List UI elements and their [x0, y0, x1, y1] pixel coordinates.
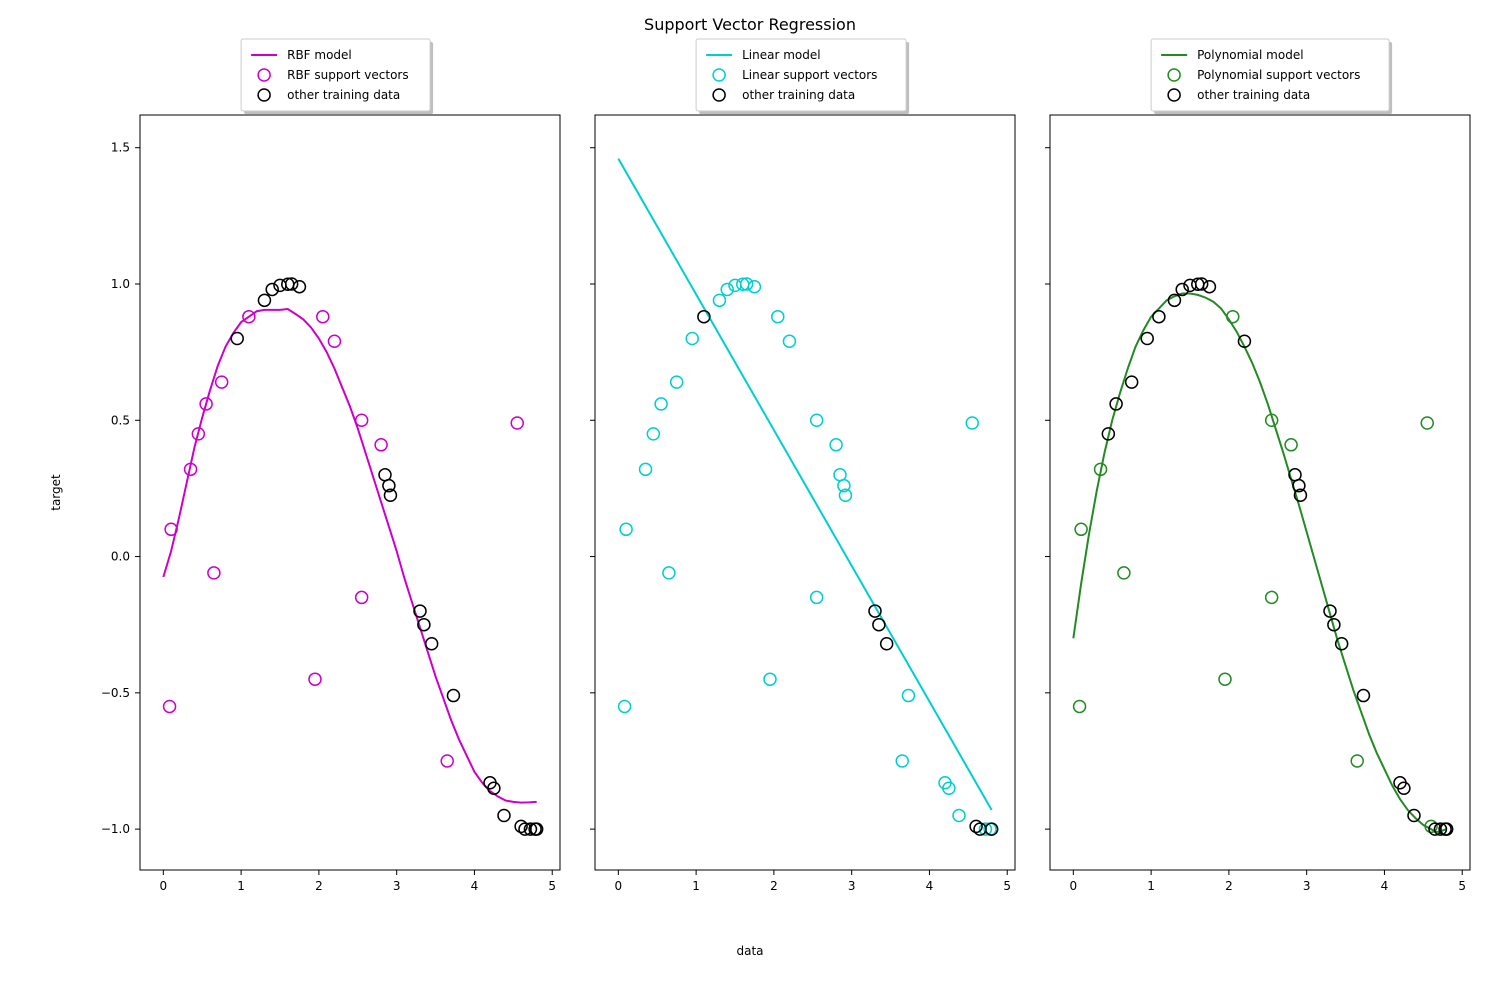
svr-figure: Support Vector Regression data target 0 1 2 3 4…: [0, 0, 1500, 1000]
legend-label: RBF model: [287, 48, 352, 62]
xtick-label: 1: [692, 879, 700, 893]
xtick-label: 3: [848, 879, 856, 893]
legend-label: other training data: [742, 88, 855, 102]
legend-label: other training data: [287, 88, 400, 102]
ytick-label: 0.5: [111, 413, 130, 427]
xtick-label: 2: [1225, 879, 1233, 893]
legend-label: other training data: [1197, 88, 1310, 102]
ytick-label: 0.0: [111, 550, 130, 564]
ytick-label: 1.5: [111, 141, 130, 155]
legend-rbf: RBF model RBF support vectors other traini…: [241, 39, 433, 114]
legend-label: Linear support vectors: [742, 68, 877, 82]
ytick-label: 1.0: [111, 277, 130, 291]
xlabel: data: [736, 944, 763, 958]
legend-polynomial: Polynomial model Polynomial support vecto…: [1151, 39, 1392, 114]
xtick-label: 0: [1070, 879, 1078, 893]
legend-label: Polynomial model: [1197, 48, 1303, 62]
xtick-label: 3: [393, 879, 401, 893]
xtick-label: 0: [615, 879, 623, 893]
xtick-label: 2: [315, 879, 323, 893]
xtick-label: 3: [1303, 879, 1311, 893]
xtick-label: 1: [237, 879, 245, 893]
legend-label: Linear model: [742, 48, 820, 62]
ylabel: target: [49, 474, 63, 511]
xtick-label: 4: [926, 879, 934, 893]
xtick-label: 5: [548, 879, 556, 893]
ytick-label: −0.5: [101, 686, 130, 700]
ytick-label: −1.0: [101, 822, 130, 836]
xtick-label: 5: [1458, 879, 1466, 893]
xtick-label: 1: [1147, 879, 1155, 893]
xtick-label: 2: [770, 879, 778, 893]
xtick-label: 4: [1381, 879, 1389, 893]
xtick-label: 0: [160, 879, 168, 893]
xtick-label: 5: [1003, 879, 1011, 893]
legend-linear: Linear model Linear support vectors other …: [696, 39, 909, 114]
figure-suptitle: Support Vector Regression: [644, 15, 856, 34]
xtick-label: 4: [471, 879, 479, 893]
legend-label: RBF support vectors: [287, 68, 409, 82]
legend-label: Polynomial support vectors: [1197, 68, 1360, 82]
